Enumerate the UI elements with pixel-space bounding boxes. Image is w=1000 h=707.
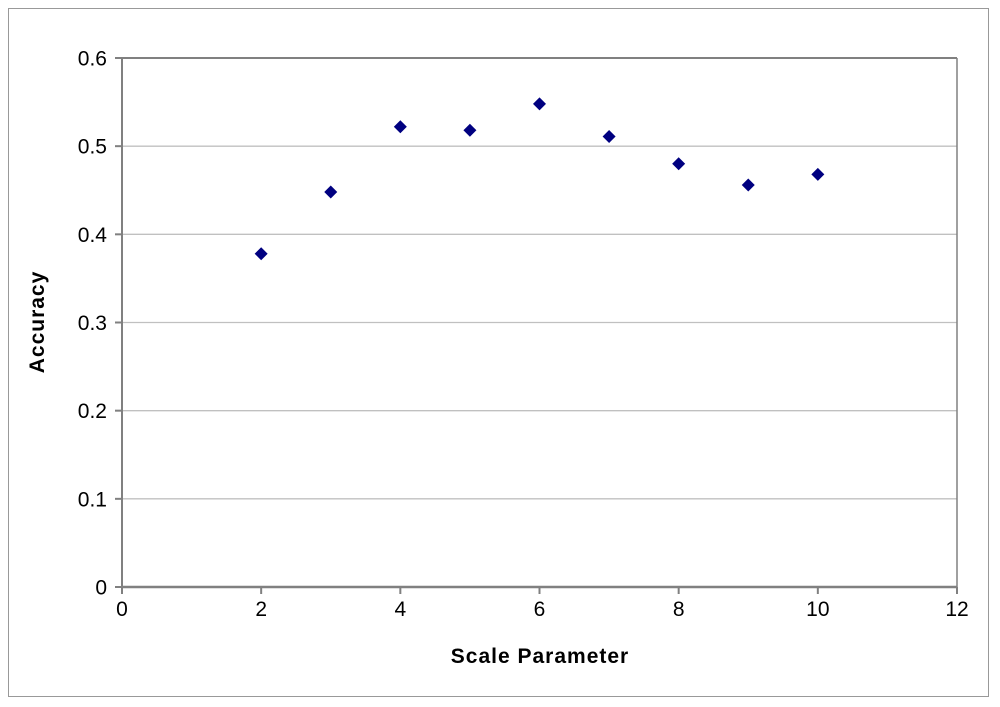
- data-point: [533, 97, 546, 111]
- y-tick-label: 0.6: [78, 48, 107, 71]
- data-point: [463, 123, 477, 137]
- x-tick-label: 2: [255, 598, 267, 621]
- y-tick-label: 0: [95, 577, 107, 600]
- data-point: [811, 167, 825, 181]
- x-tick-label: 12: [945, 598, 968, 621]
- x-tick-label: 10: [806, 598, 829, 621]
- y-tick-label: 0.3: [78, 312, 107, 335]
- x-tick-label: 8: [673, 598, 685, 621]
- y-tick-label: 0.1: [78, 488, 107, 511]
- x-tick-label: 4: [394, 598, 406, 621]
- data-point: [672, 157, 686, 171]
- data-point: [602, 129, 616, 143]
- data-point: [393, 120, 407, 134]
- y-axis-title: Accuracy: [26, 270, 49, 374]
- chart-outer-border: [8, 8, 989, 697]
- data-point: [254, 247, 268, 261]
- data-point: [741, 178, 755, 192]
- x-tick-label: 0: [116, 598, 128, 621]
- x-tick-label: 6: [534, 598, 546, 621]
- x-axis-title: Scale Parameter: [450, 645, 630, 668]
- y-tick-label: 0.5: [78, 136, 107, 159]
- data-point: [324, 185, 338, 199]
- y-tick-label: 0.2: [78, 400, 107, 423]
- y-tick-label: 0.4: [78, 224, 108, 247]
